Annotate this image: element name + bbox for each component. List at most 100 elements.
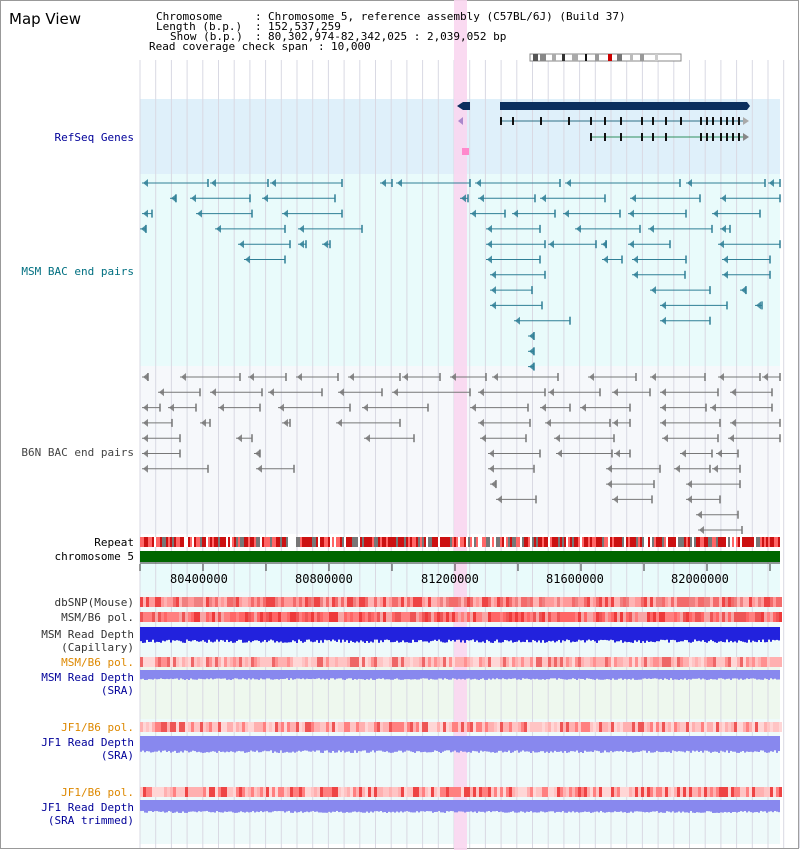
depth-bar — [166, 800, 168, 813]
depth-bar — [720, 627, 722, 642]
heat-cell — [359, 612, 362, 622]
depth-bar — [716, 736, 718, 752]
depth-bar — [208, 736, 210, 753]
repeat-segment — [716, 537, 718, 547]
repeat-segment — [426, 537, 428, 547]
heat-cell — [314, 787, 317, 797]
heat-cell — [599, 612, 602, 622]
heat-cell — [437, 787, 440, 797]
depth-bar — [620, 627, 622, 641]
depth-bar — [770, 800, 772, 812]
depth-bar — [366, 736, 368, 753]
msm-b6-pol-label-1[interactable]: MSM/B6 pol. — [61, 611, 134, 624]
depth-bar — [432, 800, 434, 813]
depth-bar — [186, 670, 188, 680]
repeat-segment — [520, 537, 522, 547]
heat-cell — [605, 722, 608, 732]
heat-cell — [482, 722, 485, 732]
heat-cell — [311, 787, 314, 797]
depth-bar — [548, 670, 550, 680]
heat-cell — [311, 657, 314, 667]
depth-bar — [164, 736, 166, 751]
heat-cell — [431, 787, 434, 797]
heat-cell — [656, 722, 659, 732]
depth-bar — [164, 670, 166, 680]
depth-bar — [748, 736, 750, 752]
heat-cell — [731, 612, 734, 622]
jf1-b6-pol-label-2[interactable]: JF1/B6 pol. — [61, 786, 134, 799]
depth-bar — [336, 627, 338, 642]
depth-bar — [348, 800, 350, 813]
depth-bar — [606, 670, 608, 680]
repeat-segment — [432, 537, 434, 547]
depth-bar — [310, 627, 312, 642]
repeat-segment — [550, 537, 552, 547]
repeat-segment — [734, 537, 736, 547]
jf1-read-depth-sra-sub: (SRA) — [100, 749, 134, 762]
heat-cell — [200, 597, 203, 607]
length-value: 152,537,259 — [268, 20, 341, 33]
heat-cell — [491, 787, 494, 797]
msm-read-depth-capillary-label[interactable]: MSM Read Depth — [41, 628, 134, 641]
heat-cell — [335, 787, 338, 797]
refseq-label[interactable]: RefSeq Genes — [54, 131, 134, 144]
heat-cell — [632, 657, 635, 667]
msm-read-depth-sra-label[interactable]: MSM Read Depth — [41, 671, 134, 684]
b6n-bac-label[interactable]: B6N BAC end pairs — [21, 446, 134, 459]
heat-cell — [725, 612, 728, 622]
repeat-segment — [570, 537, 572, 547]
heat-cell — [206, 597, 209, 607]
depth-bar — [766, 670, 768, 680]
heat-cell — [179, 597, 182, 607]
heat-cell — [518, 787, 521, 797]
depth-bar — [370, 670, 372, 679]
repeat-segment — [536, 537, 538, 547]
heat-cell — [434, 722, 437, 732]
heat-cell — [443, 787, 446, 797]
depth-bar — [222, 670, 224, 679]
heat-cell — [584, 597, 587, 607]
depth-bar — [754, 800, 756, 813]
depth-bar — [542, 670, 544, 680]
depth-bar — [174, 670, 176, 679]
depth-bar — [434, 800, 436, 812]
jf1-read-depth-trim-label[interactable]: JF1 Read Depth — [41, 801, 134, 814]
exon — [590, 133, 592, 141]
heat-cell — [728, 597, 731, 607]
depth-bar — [310, 736, 312, 752]
repeat-segment — [492, 537, 494, 547]
repeat-segment — [418, 537, 420, 547]
repeat-segment — [548, 537, 550, 547]
jf1-b6-pol-label-1[interactable]: JF1/B6 pol. — [61, 721, 134, 734]
depth-bar — [448, 736, 450, 751]
heat-cell — [662, 657, 665, 667]
heat-cell — [338, 657, 341, 667]
depth-bar — [586, 736, 588, 752]
msm-b6-pol-label-2[interactable]: MSM/B6 pol. — [61, 656, 134, 669]
heat-cell — [521, 722, 524, 732]
msm-bac-label[interactable]: MSM BAC end pairs — [21, 265, 134, 278]
depth-bar — [374, 670, 376, 680]
b6n-pair-end — [479, 388, 484, 397]
depth-bar — [196, 627, 198, 642]
depth-bar — [170, 800, 172, 812]
depth-bar — [736, 670, 738, 679]
depth-bar — [204, 800, 206, 812]
heat-cell — [338, 612, 341, 622]
dbsnp-label[interactable]: dbSNP(Mouse) — [54, 596, 134, 609]
heat-cell — [233, 612, 236, 622]
depth-bar — [232, 670, 234, 680]
repeat-label[interactable]: Repeat — [94, 536, 134, 549]
depth-bar — [248, 627, 250, 641]
repeat-segment — [712, 537, 714, 547]
heat-cell — [389, 657, 392, 667]
msm-pair-end — [487, 224, 492, 233]
jf1-read-depth-sra-label[interactable]: JF1 Read Depth — [41, 736, 134, 749]
depth-bar — [376, 800, 378, 812]
heat-cell — [161, 597, 164, 607]
depth-bar — [396, 627, 398, 641]
depth-bar — [416, 736, 418, 752]
depth-bar — [674, 800, 676, 813]
depth-bar — [552, 627, 554, 641]
